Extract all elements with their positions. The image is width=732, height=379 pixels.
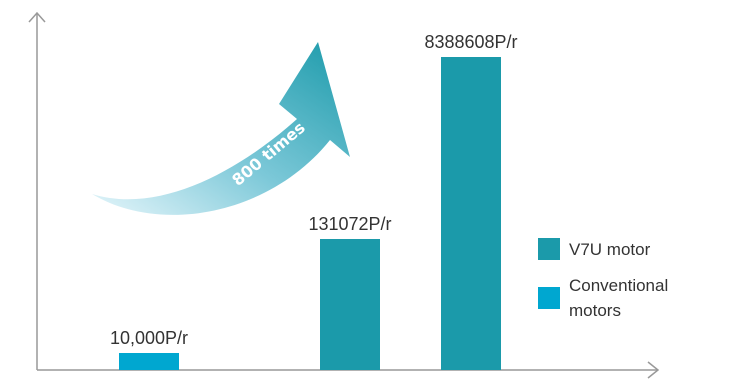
legend-item-v7u: V7U motor <box>538 238 651 260</box>
legend-label-v7u: V7U motor <box>569 240 651 259</box>
legend-label-conventional-line1: Conventional <box>569 276 668 295</box>
bar-v7u-131072 <box>320 239 380 370</box>
bars <box>119 57 501 370</box>
value-labels: 10,000P/r 131072P/r 8388608P/r <box>110 32 518 348</box>
value-label-1: 131072P/r <box>308 214 391 234</box>
value-label-2: 8388608P/r <box>424 32 517 52</box>
legend-item-conventional: Conventional motors <box>538 276 668 320</box>
legend: V7U motor Conventional motors <box>538 238 668 320</box>
bar-conventional-10000 <box>119 353 179 370</box>
legend-label-conventional-line2: motors <box>569 301 621 320</box>
y-axis-arrowhead <box>28 11 46 23</box>
growth-arrow-shape <box>92 42 350 215</box>
legend-swatch-v7u <box>538 238 560 260</box>
legend-swatch-conventional <box>538 287 560 309</box>
x-axis-arrowhead <box>647 361 660 379</box>
value-label-0: 10,000P/r <box>110 328 188 348</box>
bar-v7u-8388608 <box>441 57 501 370</box>
growth-arrow: 800 times <box>92 42 350 215</box>
